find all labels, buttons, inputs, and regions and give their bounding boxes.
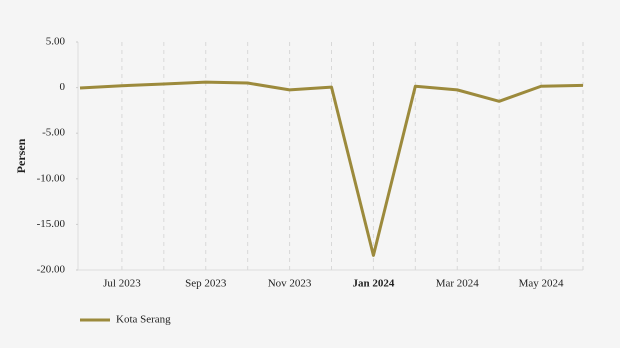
x-tick-label: Jul 2023: [103, 278, 141, 290]
x-tick-label: Mar 2024: [436, 278, 480, 290]
x-tick-label: Jan 2024: [352, 278, 394, 290]
y-tick-label: -10.00: [37, 172, 66, 184]
y-axis-label: Persen: [14, 138, 28, 173]
y-tick-label: 5.00: [46, 36, 66, 48]
x-tick-label: Nov 2023: [268, 278, 312, 290]
y-tick-label: -20.00: [37, 264, 66, 276]
x-tick-label: May 2024: [519, 278, 564, 290]
line: [79, 80, 584, 257]
legend-label: Kota Serang: [116, 314, 171, 326]
x-tick-label: Sep 2023: [185, 278, 227, 290]
y-tick-label: -5.00: [42, 127, 65, 139]
y-tick-label: -15.00: [37, 218, 66, 230]
y-tick-label: 0: [60, 81, 66, 93]
